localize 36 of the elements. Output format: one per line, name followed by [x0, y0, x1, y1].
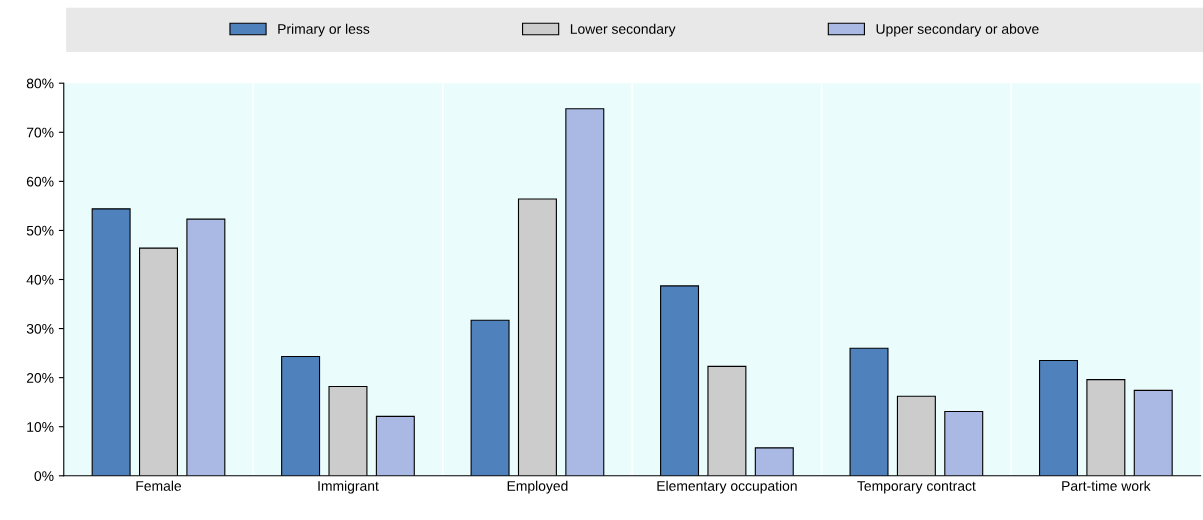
x-tick-label: Female [136, 480, 182, 491]
bar [565, 108, 605, 476]
y-tick-label: 10% [27, 422, 54, 432]
legend-label: Upper secondary or above [876, 23, 1039, 37]
y-tick-label: 30% [26, 323, 54, 334]
x-tick-label: Employed [507, 480, 568, 494]
x-tick-label: Immigrant [318, 480, 379, 494]
bar [896, 395, 936, 476]
bar [470, 319, 510, 476]
y-tick-label: 20% [26, 372, 54, 383]
bar [375, 415, 415, 476]
bar [1086, 379, 1126, 476]
y-tick-label: 60% [26, 176, 54, 187]
bar [517, 198, 557, 476]
bar [328, 385, 368, 476]
bar [281, 355, 321, 476]
y-tick-label: 50% [26, 225, 54, 236]
y-tick-label: 70% [26, 127, 54, 138]
bar [754, 447, 794, 476]
y-tick-label: 0% [34, 471, 54, 481]
bar [660, 285, 700, 476]
bar [1038, 359, 1078, 476]
y-tick-label: 40% [26, 274, 54, 285]
bar [138, 247, 178, 476]
bar [944, 410, 984, 476]
bar [1133, 389, 1173, 476]
legend-label: Primary or less [278, 23, 370, 37]
x-tick-label: Temporary contract [857, 481, 976, 494]
x-tick-label: Part-time work [1062, 480, 1151, 491]
bar [91, 208, 131, 476]
bar [707, 365, 747, 476]
y-tick-label: 80% [26, 78, 54, 89]
bar [186, 218, 226, 476]
x-tick-label: Elementary occupation [657, 480, 797, 494]
legend-label: Lower secondary [570, 23, 676, 37]
bar [849, 347, 889, 476]
